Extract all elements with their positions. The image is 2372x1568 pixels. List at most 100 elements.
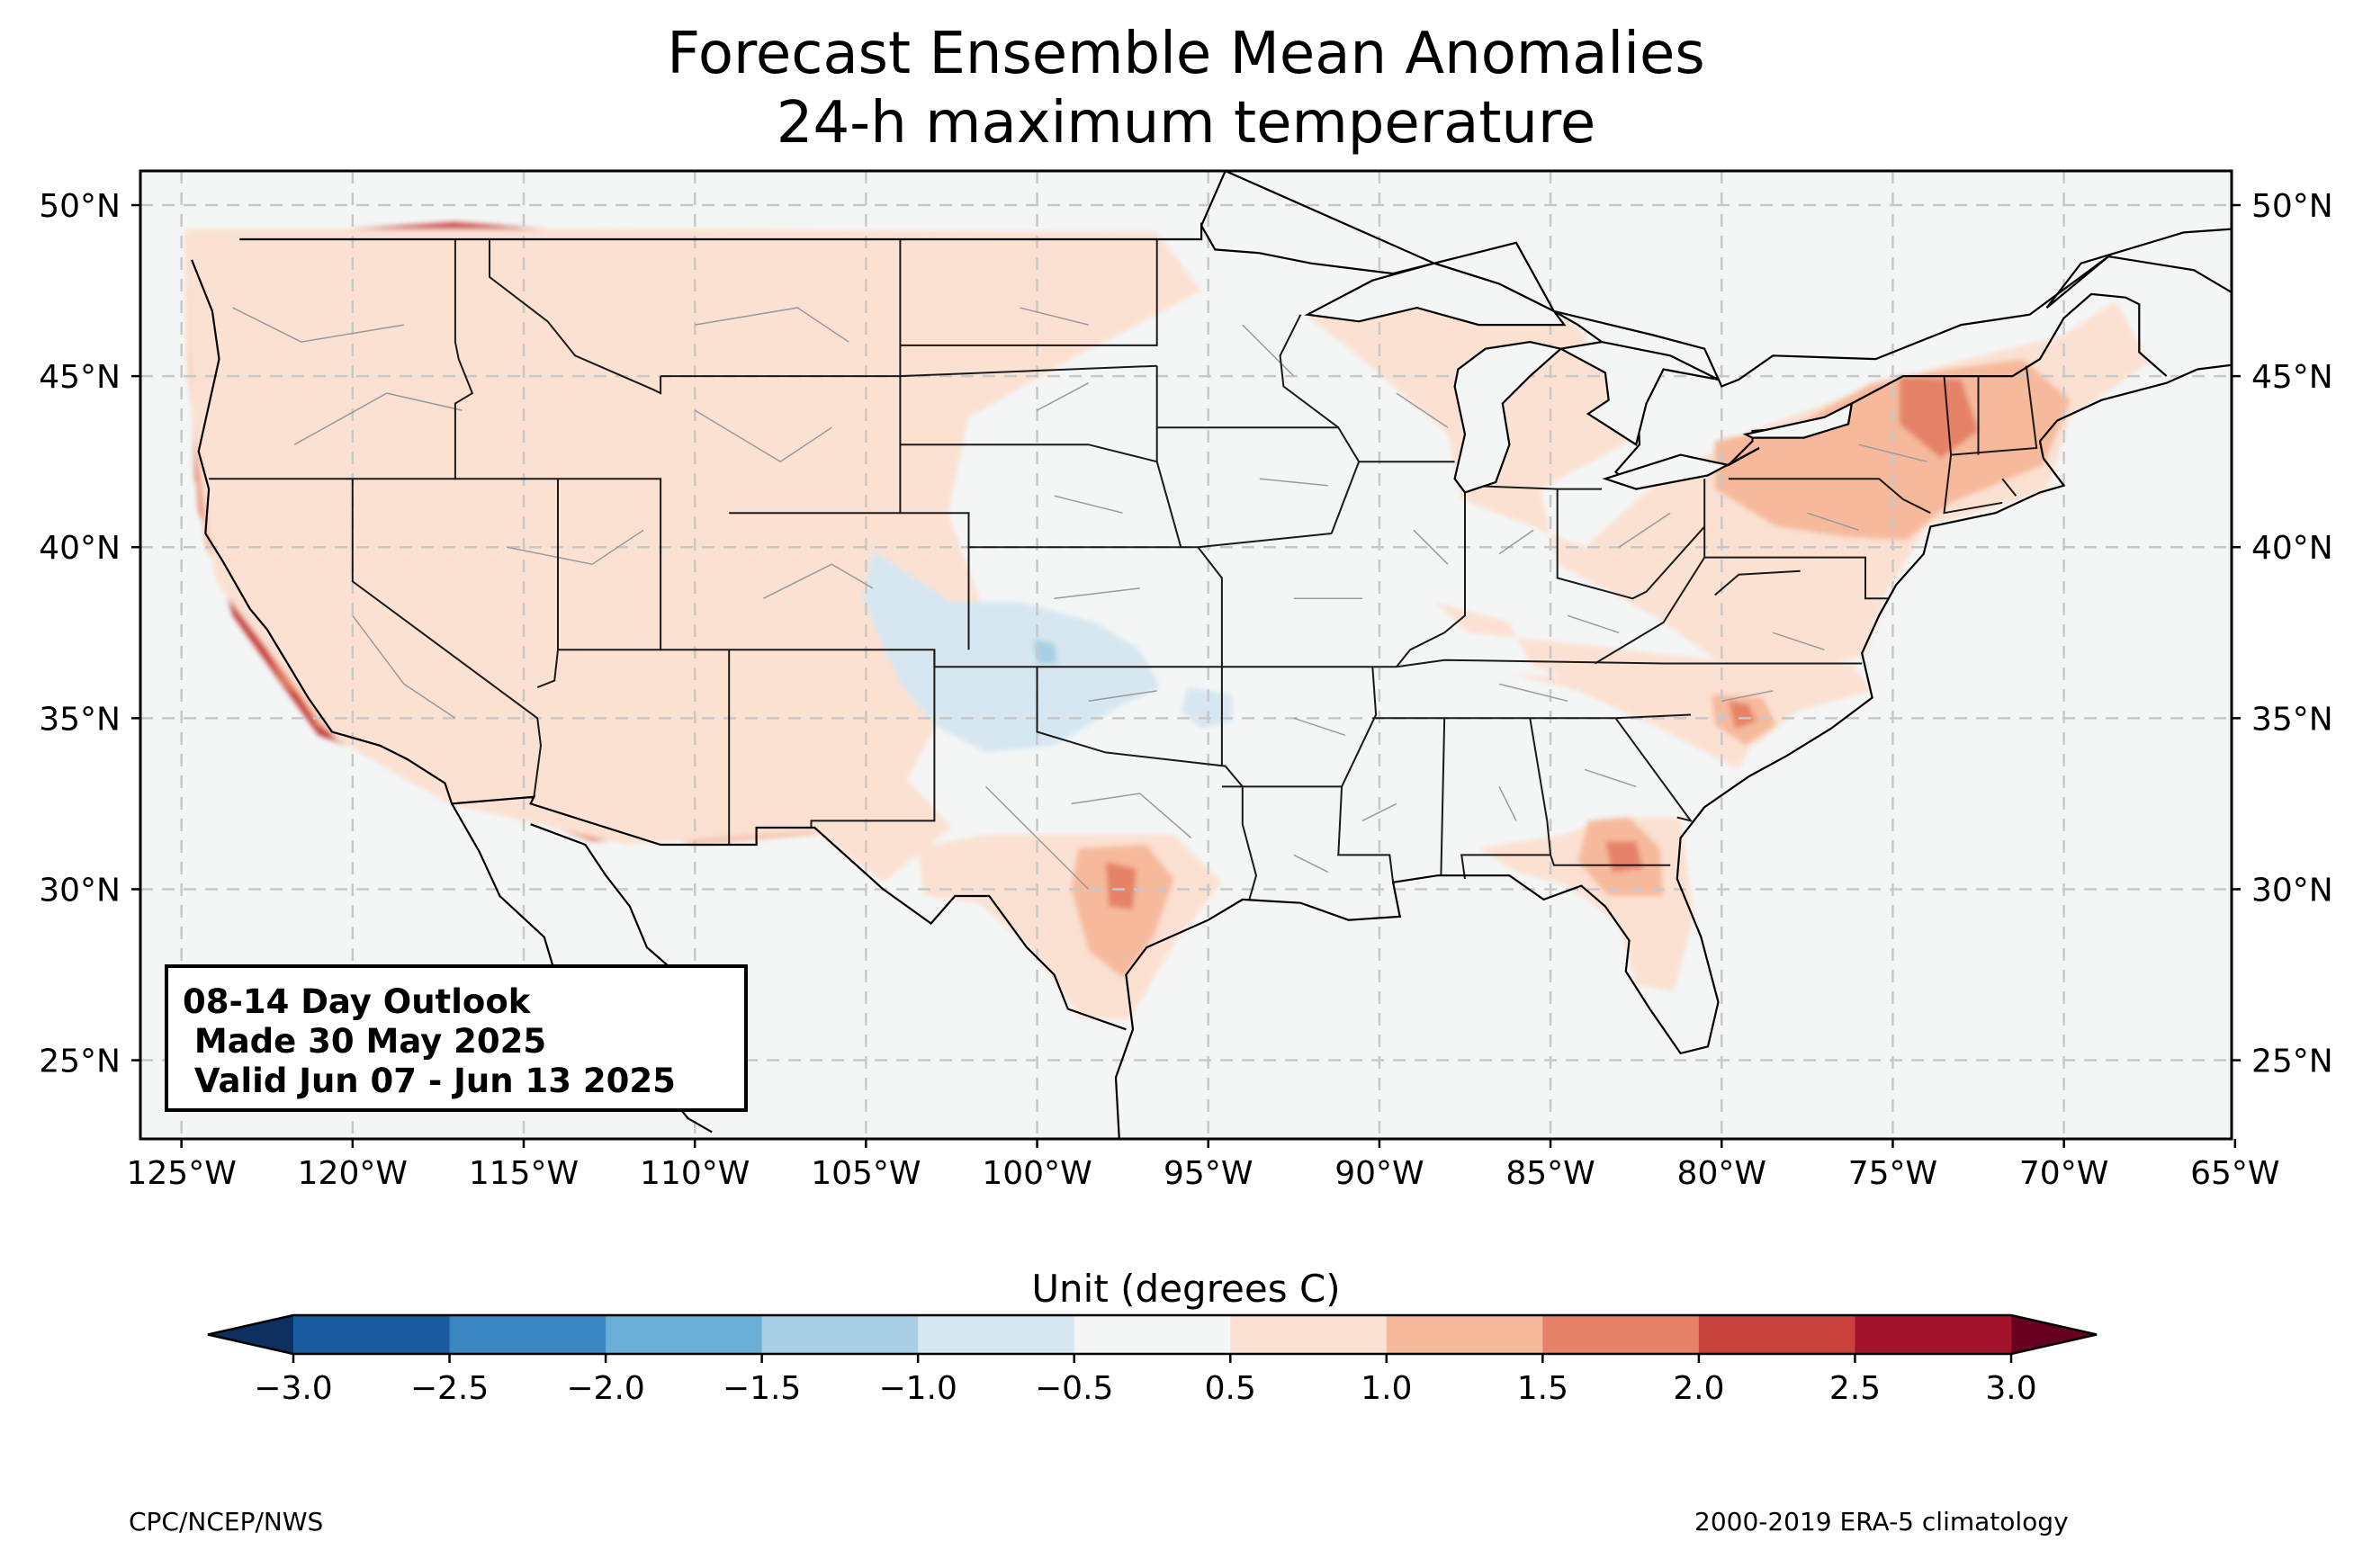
minor-boundary (1361, 802, 1397, 822)
colorbar-extend-high (2011, 1315, 2097, 1354)
minor-boundary (352, 614, 456, 719)
state-boundary (1714, 569, 1801, 596)
colorbar-tick-label: 1.0 (1361, 1370, 1412, 1407)
lon-tick-label: 100°W (982, 1155, 1092, 1192)
outlook-info-box: 08-14 Day Outlook Made 30 May 2025 Valid… (165, 964, 748, 1112)
minor-boundary (506, 529, 644, 565)
colorbar-segment (1386, 1315, 1543, 1354)
minor-boundary (1088, 690, 1157, 703)
lon-tick-label: 80°W (1677, 1155, 1766, 1192)
state-boundary (351, 479, 543, 797)
minor-boundaries (232, 307, 1927, 890)
minor-boundary (1618, 512, 1671, 548)
map-plot-area (140, 171, 2232, 1139)
state-boundary (900, 239, 1158, 346)
anomaly-fills (184, 222, 2150, 1019)
state-boundary (1464, 484, 1603, 490)
state-boundary (1396, 485, 1466, 668)
colorbar-segment (293, 1315, 451, 1354)
lon-tick-label: 95°W (1164, 1155, 1253, 1192)
lon-tick-label: 85°W (1505, 1155, 1595, 1192)
state-boundary (1337, 667, 1395, 883)
minor-boundary (1773, 632, 1825, 651)
colorbar-extend-low (208, 1315, 293, 1354)
minor-boundary (1567, 614, 1620, 634)
anomaly-region (862, 551, 1161, 753)
anomaly-region (1728, 701, 1757, 729)
minor-boundary (984, 785, 1090, 890)
state-boundary (1703, 479, 1890, 600)
state-boundary (2001, 478, 2017, 497)
colorbar-tick-label: 0.5 (1205, 1370, 1256, 1407)
lon-tick-label: 125°W (126, 1155, 236, 1192)
lat-tick-label-right: 35°N (2251, 701, 2333, 738)
state-boundaries (209, 239, 2038, 900)
colorbar-tick-label: 1.5 (1517, 1370, 1568, 1407)
state-boundary (1728, 478, 1931, 515)
minor-boundary (1396, 392, 1449, 428)
lat-tick-label-right: 45°N (2251, 359, 2333, 396)
great-lake (1453, 340, 1563, 494)
colorbar-segment (449, 1315, 606, 1354)
state-boundary (454, 478, 662, 651)
minor-boundary (695, 307, 849, 343)
minor-boundary (1498, 683, 1568, 703)
state-boundary (1614, 717, 1694, 823)
lon-tick-label: 90°W (1334, 1155, 1424, 1192)
minor-boundary (1721, 690, 1774, 703)
state-boundary (1556, 488, 1705, 600)
state-boundary (1155, 461, 1182, 548)
colorbar-tick-label: −3.0 (254, 1370, 332, 1407)
state-boundary (810, 650, 936, 828)
outlook-period: 08-14 Day Outlook (183, 982, 531, 1021)
colorbar-tick-label: −1.0 (878, 1370, 957, 1407)
lon-tick-label: 70°W (2019, 1155, 2108, 1192)
lon-tick-label: 75°W (1848, 1155, 1937, 1192)
state-boundary (1943, 376, 2003, 515)
colorbar-segment (1855, 1315, 2012, 1354)
lon-tick-label: 110°W (640, 1155, 750, 1192)
minor-boundary (1293, 717, 1346, 737)
anomaly-region (1105, 862, 1137, 910)
minor-boundary (1037, 382, 1089, 411)
minor-boundary (694, 409, 832, 463)
minor-boundary (1071, 793, 1192, 838)
colorbar-segment (1698, 1315, 1855, 1354)
canada-n (1200, 171, 2109, 388)
state-boundary (1440, 718, 1446, 876)
lat-tick-label: 35°N (39, 701, 121, 738)
made-date: Made 30 May 2025 (183, 1022, 547, 1061)
colorbar: −3.0 −2.5 −2.0 −1.5 −1.0 −0.5 0.5 1.0 1.5 2.0 2.5 3… (207, 1313, 2098, 1407)
colorbar-segment (1542, 1315, 1700, 1354)
lat-tick-label: 40°N (39, 530, 121, 567)
colorbar-tick-label: −2.5 (410, 1370, 489, 1407)
footer-credit: CPC/NCEP/NWS (129, 1507, 324, 1537)
lon-tick-label: 65°W (2190, 1155, 2279, 1192)
minor-boundary (1858, 444, 1927, 462)
minor-boundary (1413, 529, 1449, 565)
map-subtitle: 24-h maximum temperature (776, 90, 1596, 157)
anomaly-region (1181, 687, 1233, 729)
state-boundary (1550, 855, 1671, 866)
valid-range: Valid Jun 07 - Jun 13 2025 (183, 1062, 676, 1100)
state-boundary (900, 365, 1158, 463)
anomaly-region (1509, 673, 1757, 770)
colorbar-segment (918, 1315, 1075, 1354)
minor-boundary (232, 307, 405, 343)
lat-tick-label: 50°N (39, 188, 121, 225)
colorbar-segment (1230, 1315, 1388, 1354)
coastlines (191, 171, 2232, 1139)
minor-boundary (762, 563, 874, 599)
anomaly-region (184, 228, 1202, 883)
minor-boundary (1259, 478, 1328, 487)
colorbar-tick-label: 3.0 (1985, 1370, 2036, 1407)
state-boundary (536, 650, 559, 689)
lon-tick-label: 115°W (469, 1155, 579, 1192)
great-lake (1558, 340, 1719, 446)
state-boundary (489, 239, 662, 395)
minor-boundary (293, 392, 463, 445)
state-boundary (1036, 667, 1258, 900)
minor-boundary (1293, 854, 1329, 874)
canada-ne (2045, 228, 2232, 371)
